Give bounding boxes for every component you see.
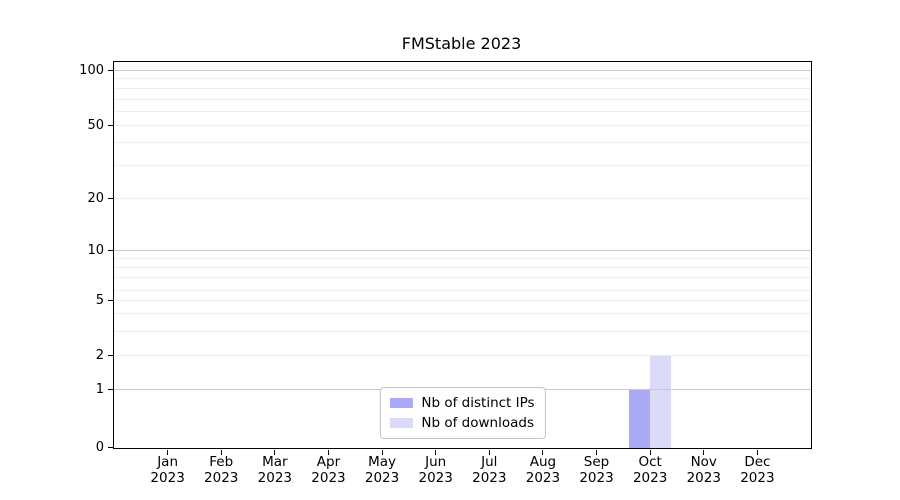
bar-oct-nb-of-downloads <box>650 356 672 448</box>
gridline-y-2 <box>114 355 811 357</box>
chart-title: FMStable 2023 <box>401 34 522 53</box>
gridline-y-40 <box>114 141 811 143</box>
x-tick-mark-sep <box>596 450 598 455</box>
x-tick-label-feb: Feb 2023 <box>204 454 239 486</box>
y-tick-label-0: 0 <box>95 440 104 455</box>
gridline-y-5 <box>114 299 811 301</box>
y-tick-mark-100 <box>108 69 113 71</box>
legend-swatch-distinct-ips <box>389 398 413 408</box>
plot-area: Nb of distinct IPs Nb of downloads 100 50… <box>79 61 812 486</box>
y-tick-mark-2 <box>108 355 113 357</box>
x-tick-mark-mar <box>274 450 276 455</box>
gridline-y-6 <box>114 289 811 291</box>
gridline-y-8 <box>114 267 811 269</box>
y-tick-mark-50 <box>108 125 113 127</box>
legend-swatch-downloads <box>389 418 413 428</box>
y-tick-label-100: 100 <box>79 62 104 78</box>
x-tick-mark-nov <box>703 450 705 455</box>
x-tick-mark-may <box>381 450 383 455</box>
y-tick-mark-10 <box>108 250 113 252</box>
x-tick-label-dec: Dec 2023 <box>740 454 775 486</box>
y-tick-label-50: 50 <box>87 118 104 134</box>
y-tick-mark-1 <box>108 389 113 391</box>
gridline-y-60 <box>114 111 811 113</box>
gridline-y-4 <box>114 313 811 315</box>
legend-item: Nb of distinct IPs <box>389 395 535 411</box>
x-tick-mark-aug <box>542 450 544 455</box>
x-tick-label-jul: Jul 2023 <box>472 454 507 486</box>
bar-oct-nb-of-distinct-ips <box>629 390 651 448</box>
gridline-y-3 <box>114 331 811 333</box>
x-tick-mark-oct <box>649 450 651 455</box>
y-tick-mark-5 <box>108 299 113 301</box>
y-tick-mark-20 <box>108 198 113 200</box>
x-tick-label-jun: Jun 2023 <box>418 454 453 486</box>
gridline-y-20 <box>114 198 811 200</box>
x-tick-label-nov: Nov 2023 <box>686 454 721 486</box>
x-tick-mark-dec <box>756 450 758 455</box>
x-tick-label-sep: Sep 2023 <box>579 454 614 486</box>
y-tick-label-10: 10 <box>87 243 104 259</box>
y-tick-label-1: 1 <box>95 382 104 398</box>
x-tick-label-jan: Jan 2023 <box>150 454 185 486</box>
gridline-y-90 <box>114 77 811 79</box>
x-tick-mark-feb <box>220 450 222 455</box>
x-tick-mark-jan <box>167 450 169 455</box>
gridline-y-30 <box>114 164 811 166</box>
x-tick-mark-jul <box>488 450 490 455</box>
gridline-y-100 <box>114 69 811 71</box>
y-tick-mark-0 <box>108 447 113 448</box>
legend-item: Nb of downloads <box>389 415 534 431</box>
legend-label: Nb of downloads <box>421 415 534 431</box>
gridline-y-7 <box>114 277 811 279</box>
x-tick-mark-jun <box>435 450 437 455</box>
gridline-y-70 <box>114 99 811 101</box>
x-tick-label-mar: Mar 2023 <box>257 454 293 486</box>
y-tick-label-20: 20 <box>87 191 104 207</box>
gridline-y-10 <box>114 250 811 252</box>
x-tick-label-aug: Aug 2023 <box>525 454 561 486</box>
legend: Nb of distinct IPs Nb of downloads <box>379 387 546 439</box>
y-tick-label-2: 2 <box>95 348 104 364</box>
x-tick-mark-apr <box>327 450 329 455</box>
gridline-y-50 <box>114 125 811 127</box>
x-tick-label-may: May 2023 <box>364 454 400 486</box>
x-tick-label-oct: Oct 2023 <box>632 454 668 486</box>
x-tick-label-apr: Apr 2023 <box>311 454 346 486</box>
y-tick-label-5: 5 <box>95 292 104 308</box>
legend-label: Nb of distinct IPs <box>421 395 535 411</box>
gridline-y-9 <box>114 258 811 260</box>
gridline-y-80 <box>114 88 811 90</box>
